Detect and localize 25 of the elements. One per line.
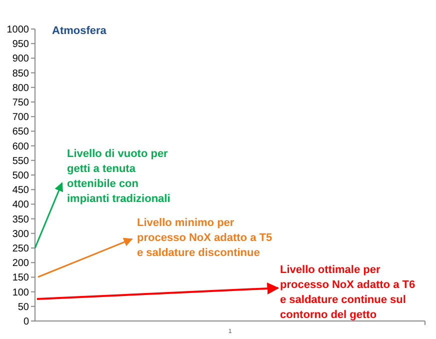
y-tick-label: 0 (23, 316, 30, 328)
y-tick-label: 100 (12, 287, 30, 298)
y-tick-label: 50 (18, 302, 30, 313)
annotation: Livello minimo per processo NoX adatto a T5 e saldature discontinue (137, 217, 272, 259)
y-tick-label: 600 (12, 141, 30, 152)
y-tick-label: 750 (12, 98, 30, 108)
y-tick-label: 550 (12, 156, 30, 167)
y-tick-label: 350 (12, 214, 30, 226)
annotation: Livello ottimale per processo NoX adatto a T6 e saldature continue sul contorno del getto (280, 264, 416, 321)
y-tick-label: 500 (12, 170, 30, 182)
y-tick-label: 300 (12, 228, 30, 240)
y-tick-label: 900 (12, 54, 30, 65)
y-tick-label: 800 (12, 82, 30, 94)
y-tick-label: 850 (12, 68, 30, 80)
y-tick-label: 650 (12, 126, 30, 138)
y-tick-label: 150 (12, 272, 30, 284)
y-tick-label: 1000 (6, 24, 30, 36)
chart-title: Atmosfera (52, 25, 108, 37)
y-tick-label: 200 (12, 258, 30, 270)
y-tick-label: 400 (12, 200, 30, 211)
y-tick-label: 700 (12, 112, 30, 124)
y-tick-label: 450 (12, 185, 30, 196)
annotation: Livello di vuoto per getti a tenuta ottenibile con impianti tradizionali (67, 148, 170, 205)
y-tick-label: 950 (12, 39, 30, 50)
y-tick-label: 250 (12, 244, 30, 254)
